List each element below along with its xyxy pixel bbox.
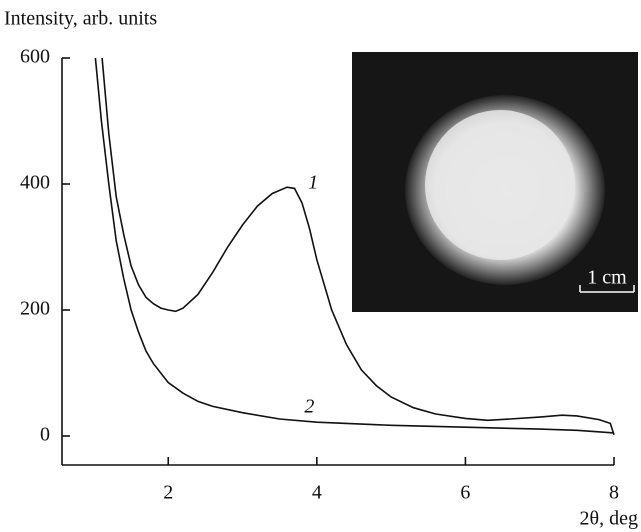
plot-area: [94, 57, 615, 436]
series-label: 2: [304, 395, 314, 417]
y-tick-label: 400: [20, 172, 50, 194]
series-line: [94, 57, 615, 434]
x-tick-label: 6: [460, 482, 470, 504]
inset-photo: 1 cm: [352, 52, 638, 312]
x-tick-label: 8: [609, 482, 619, 504]
series-label: 1: [308, 172, 318, 194]
y-axis-label: Intensity, arb. units: [4, 8, 157, 30]
inset-scale-label: 1 cm: [587, 267, 627, 289]
x-tick-label: 2: [163, 482, 173, 504]
x-axis-label: 2θ, deg: [580, 508, 638, 530]
series-line: [101, 57, 615, 436]
x-tick-label: 4: [312, 482, 322, 504]
y-tick-label: 0: [40, 424, 50, 446]
y-tick-label: 600: [20, 46, 50, 68]
y-tick-label: 200: [20, 298, 50, 320]
